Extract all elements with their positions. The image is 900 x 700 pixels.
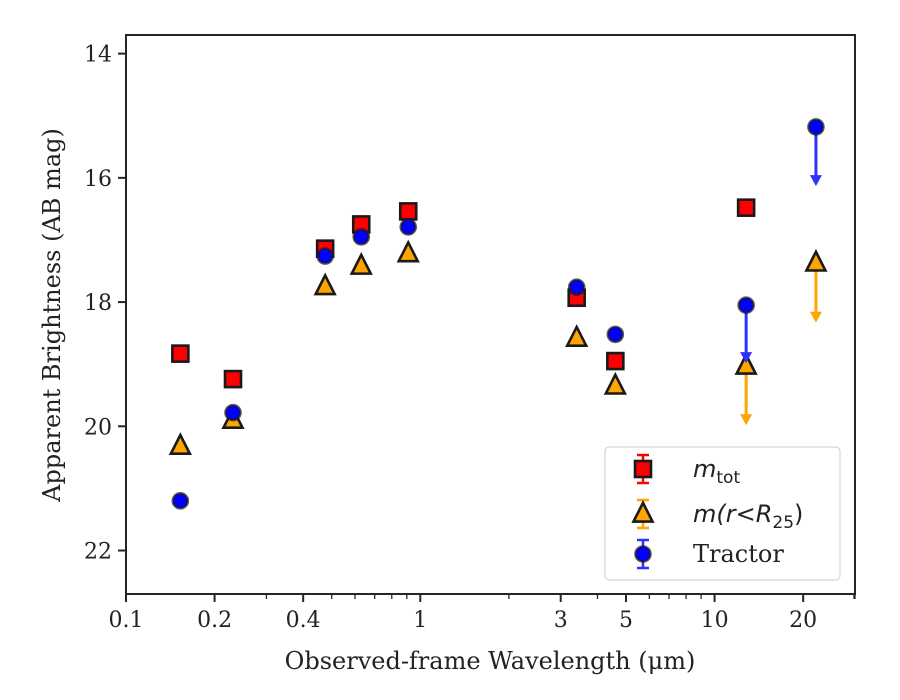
data-point-circle (807, 118, 825, 136)
data-point-triangle (565, 324, 589, 347)
data-point-triangle (603, 371, 627, 395)
legend-box (604, 446, 841, 581)
data-point-circle (606, 325, 625, 344)
data-point-circle (224, 403, 242, 422)
data-point-circle (171, 492, 190, 510)
data-marks (168, 118, 828, 510)
data-point-circle (399, 218, 418, 236)
y-tick-label: 16 (84, 167, 112, 192)
x-tick-label: 10 (701, 608, 729, 633)
x-tick-label: 20 (789, 608, 817, 633)
upper-limit-arrow (740, 352, 753, 364)
y-tick-label: 18 (84, 291, 112, 316)
legend-marker-triangle (631, 499, 655, 523)
data-point-circle (737, 296, 755, 314)
data-point-triangle (804, 248, 828, 272)
y-axis: 14 16 18 20 22 (84, 43, 126, 565)
series-square (171, 198, 756, 389)
legend-label: m(r<R25) (693, 500, 803, 533)
series-circle (171, 118, 825, 510)
data-point-square (736, 198, 756, 217)
data-point-square (606, 351, 625, 371)
data-point-triangle (168, 432, 192, 456)
legend-label-base: m(r<R (693, 500, 772, 528)
legend-label-subscript: tot (716, 468, 740, 488)
data-point-circle (316, 247, 334, 265)
legend-label: mtot (693, 455, 740, 488)
legend-label-subscript: 25 (772, 513, 794, 533)
legend: mtot m(r<R25) Tractor (604, 446, 841, 581)
data-point-square (171, 344, 190, 363)
x-tick-label: 0.2 (197, 608, 232, 633)
x-tick-label: 0.1 (109, 608, 144, 633)
data-point-circle (567, 278, 586, 296)
upper-limit-arrow (809, 311, 822, 323)
legend-label: Tractor (693, 540, 784, 568)
y-tick-label: 14 (84, 43, 112, 68)
y-tick-label: 20 (84, 415, 112, 440)
legend-marker-circle (634, 545, 652, 563)
data-point-circle (352, 228, 371, 246)
legend-label-close: ) (794, 500, 803, 528)
x-tick-label: 3 (554, 608, 568, 633)
data-point-square (223, 369, 243, 389)
upper-limit-arrow (809, 175, 822, 187)
data-point-triangle (734, 352, 758, 375)
legend-label-base: m (693, 455, 716, 483)
x-axis: 0.1 0.2 0.4 1 3 5 10 20 (109, 594, 856, 633)
upper-limit-arrow (740, 414, 753, 426)
x-tick-label: 0.4 (286, 608, 321, 633)
data-point-triangle (313, 272, 337, 296)
data-point-triangle (349, 252, 373, 275)
data-point-square (398, 202, 418, 221)
x-tick-label: 1 (413, 608, 427, 633)
data-point-triangle (396, 239, 420, 263)
series-triangle (168, 239, 828, 456)
y-tick-label: 22 (84, 540, 112, 565)
legend-marker-square (633, 459, 653, 479)
x-tick-label: 5 (619, 608, 633, 633)
y-axis-title: Apparent Brightness (AB mag) (38, 128, 66, 503)
x-axis-title: Observed-frame Wavelength (μm) (285, 647, 696, 675)
